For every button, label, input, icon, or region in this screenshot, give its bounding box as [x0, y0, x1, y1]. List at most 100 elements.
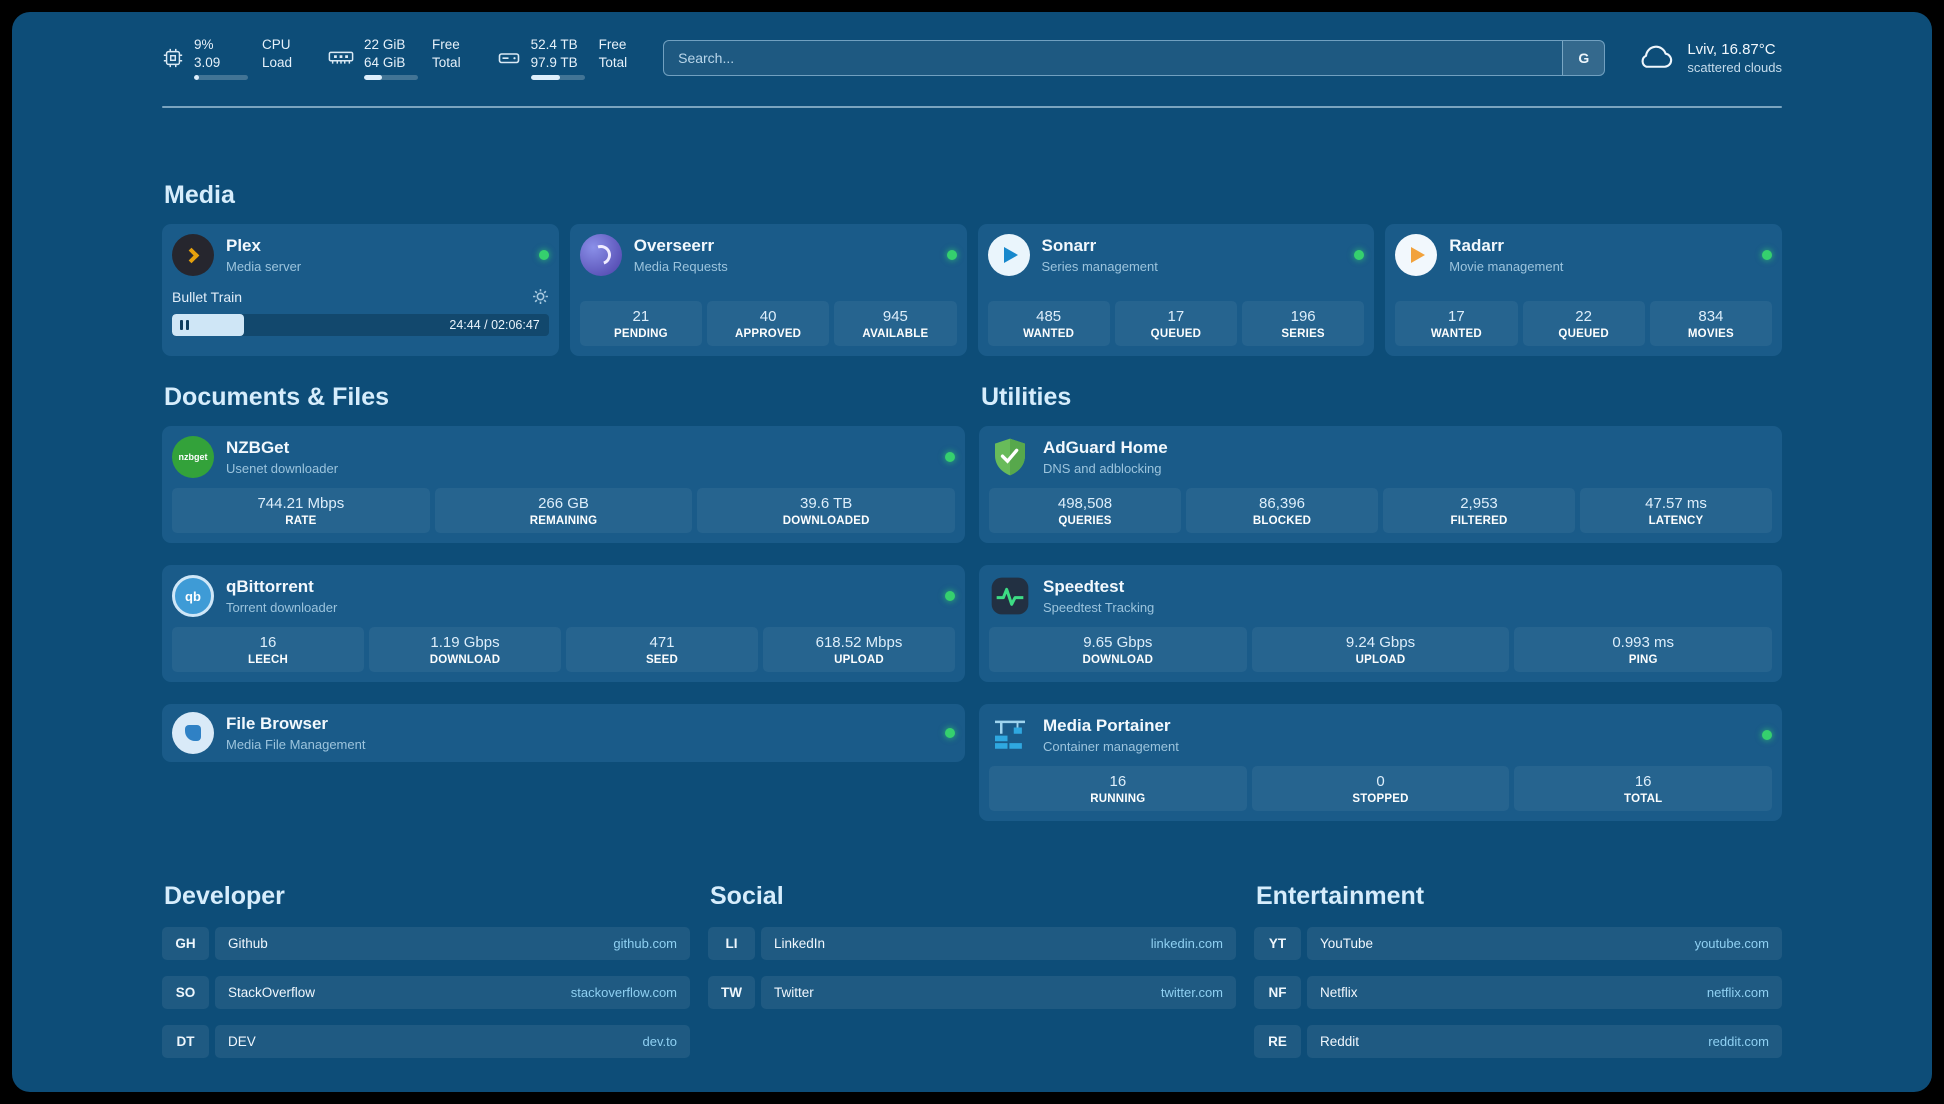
stat-box: 16 TOTAL	[1514, 766, 1773, 811]
filebrowser-card[interactable]: File Browser Media File Management	[162, 704, 965, 762]
speedtest-card[interactable]: Speedtest Speedtest Tracking 9.65 Gbps D…	[979, 565, 1782, 682]
bookmark-abbr: RE	[1254, 1025, 1301, 1058]
disk-free-value: 52.4 TB	[530, 36, 578, 52]
bookmark-youtube[interactable]: YT YouTube youtube.com	[1254, 927, 1782, 960]
service-subtitle: Movie management	[1449, 258, 1564, 274]
service-name: File Browser	[226, 714, 329, 734]
cpu-chip-icon	[162, 47, 184, 69]
bookmark-netflix[interactable]: NF Netflix netflix.com	[1254, 976, 1782, 1009]
bookmark-name: Twitter	[774, 985, 814, 1000]
memory-free-value: 22 GiB	[364, 36, 406, 52]
service-name: Media Portainer	[1043, 716, 1171, 736]
stat-box: 86,396 BLOCKED	[1186, 488, 1378, 533]
adguard-shield-icon	[989, 436, 1031, 478]
service-subtitle: Container management	[1043, 738, 1179, 754]
status-dot	[945, 591, 955, 601]
filebrowser-icon	[172, 712, 214, 754]
disk-widget: 52.4 TB 97.9 TB Free Total	[497, 36, 627, 81]
cpu-widget: 9% 3.09 CPU Load	[162, 36, 293, 81]
bookmark-domain: reddit.com	[1708, 1034, 1769, 1049]
stat-box: 834 MOVIES	[1649, 301, 1772, 346]
bookmark-abbr: YT	[1254, 927, 1301, 960]
bookmark-name: Github	[228, 936, 268, 951]
section-heading-media: Media	[164, 181, 235, 209]
bookmark-name: LinkedIn	[774, 936, 826, 951]
bookmark-group-social: Social LI LinkedIn linkedin.com TW Twitt…	[708, 881, 1236, 1074]
bookmark-stackoverflow[interactable]: SO StackOverflow stackoverflow.com	[162, 976, 690, 1009]
bookmark-domain: github.com	[613, 936, 677, 951]
stat-box: 16 LEECH	[172, 627, 364, 672]
weather-location: Lviv, 16.87°C	[1687, 41, 1776, 58]
bookmark-abbr: TW	[708, 976, 755, 1009]
bookmark-github[interactable]: GH Github github.com	[162, 927, 690, 960]
ram-icon	[328, 48, 354, 68]
sonarr-card[interactable]: Sonarr Series management 485 WANTED 17 Q…	[977, 224, 1375, 356]
stat-box: 945 AVAILABLE	[834, 301, 957, 346]
bookmark-reddit[interactable]: RE Reddit reddit.com	[1254, 1025, 1782, 1058]
service-name: NZBGet	[226, 438, 290, 458]
bookmark-name: StackOverflow	[228, 985, 316, 1000]
service-subtitle: Media server	[226, 258, 302, 274]
cpu-load-label: Load	[262, 54, 293, 70]
service-name: Speedtest	[1043, 577, 1125, 597]
stat-box: 39.6 TB DOWNLOADED	[697, 488, 956, 533]
bookmark-twitter[interactable]: TW Twitter twitter.com	[708, 976, 1236, 1009]
portainer-card[interactable]: Media Portainer Container management 16 …	[979, 704, 1782, 821]
search-engine-button[interactable]: G	[1562, 41, 1605, 75]
bookmark-abbr: LI	[708, 927, 755, 960]
memory-free-label: Free	[432, 36, 460, 52]
media-grid: Plex Media server Bullet Train	[162, 224, 1782, 356]
memory-total-label: Total	[432, 54, 461, 70]
service-name: Overseerr	[633, 236, 715, 256]
service-subtitle: Usenet downloader	[226, 460, 339, 476]
stat-box: 498,508 QUERIES	[989, 488, 1181, 533]
service-name: Sonarr	[1041, 236, 1097, 256]
bookmarks-section: Developer GH Github github.com SO StackO…	[162, 881, 1782, 1074]
stat-box: 1.19 Gbps DOWNLOAD	[369, 627, 561, 672]
status-dot	[538, 250, 549, 260]
qbittorrent-icon: qb	[172, 575, 214, 617]
plex-card[interactable]: Plex Media server Bullet Train	[162, 224, 559, 356]
status-dot	[1762, 250, 1772, 260]
documents-column: Documents & Files nzbget NZBGet Usenet d…	[162, 382, 965, 821]
gear-icon[interactable]	[532, 288, 549, 305]
status-dot	[945, 452, 955, 462]
playback-progress-bar[interactable]: 24:44 / 02:06:47	[172, 314, 549, 336]
playback-time: 24:44 / 02:06:47	[449, 318, 540, 332]
search-input[interactable]	[664, 41, 1563, 75]
stat-box: 16 RUNNING	[989, 766, 1247, 811]
bookmark-group-entertainment: Entertainment YT YouTube youtube.com NF …	[1254, 881, 1782, 1074]
stat-box: 2,953 FILTERED	[1383, 488, 1575, 533]
weather-widget[interactable]: Lviv, 16.87°C scattered clouds	[1635, 41, 1782, 75]
disk-free-label: Free	[598, 36, 627, 52]
bookmark-dev[interactable]: DT DEV dev.to	[162, 1025, 690, 1058]
speedtest-pulse-icon	[989, 575, 1031, 617]
stat-box: 22 QUEUED	[1522, 301, 1645, 346]
disk-icon	[497, 46, 521, 70]
weather-condition: scattered clouds	[1687, 60, 1782, 75]
radarr-card[interactable]: Radarr Movie management 17 WANTED 22 QUE…	[1385, 224, 1782, 356]
memory-widget: 22 GiB 64 GiB Free Total	[328, 36, 461, 81]
top-bar: 9% 3.09 CPU Load 22	[162, 36, 1782, 81]
section-heading-entertainment: Entertainment	[1256, 882, 1425, 910]
bookmark-domain: linkedin.com	[1150, 936, 1223, 951]
utilities-column: Utilities AdGuard Home	[979, 382, 1782, 821]
memory-bar	[364, 75, 419, 81]
pause-icon[interactable]	[180, 320, 189, 330]
stat-box: 21 PENDING	[579, 301, 702, 346]
bookmark-abbr: GH	[162, 927, 209, 960]
service-subtitle: Speedtest Tracking	[1043, 599, 1155, 615]
adguard-card[interactable]: AdGuard Home DNS and adblocking 498,508 …	[979, 426, 1782, 543]
stat-box: 485 WANTED	[987, 301, 1110, 346]
status-dot	[945, 728, 955, 738]
service-subtitle: Media Requests	[633, 258, 728, 274]
stat-box: 9.65 Gbps DOWNLOAD	[989, 627, 1247, 672]
qbittorrent-card[interactable]: qb qBittorrent Torrent downloader 16 LEE…	[162, 565, 965, 682]
bookmark-linkedin[interactable]: LI LinkedIn linkedin.com	[708, 927, 1236, 960]
section-heading-documents: Documents & Files	[164, 383, 390, 411]
bookmark-abbr: DT	[162, 1025, 209, 1058]
overseerr-card[interactable]: Overseerr Media Requests 21 PENDING 40 A…	[569, 224, 967, 356]
radarr-icon	[1395, 234, 1438, 276]
nzbget-card[interactable]: nzbget NZBGet Usenet downloader 744.21 M…	[162, 426, 965, 543]
service-subtitle: Series management	[1041, 258, 1158, 274]
